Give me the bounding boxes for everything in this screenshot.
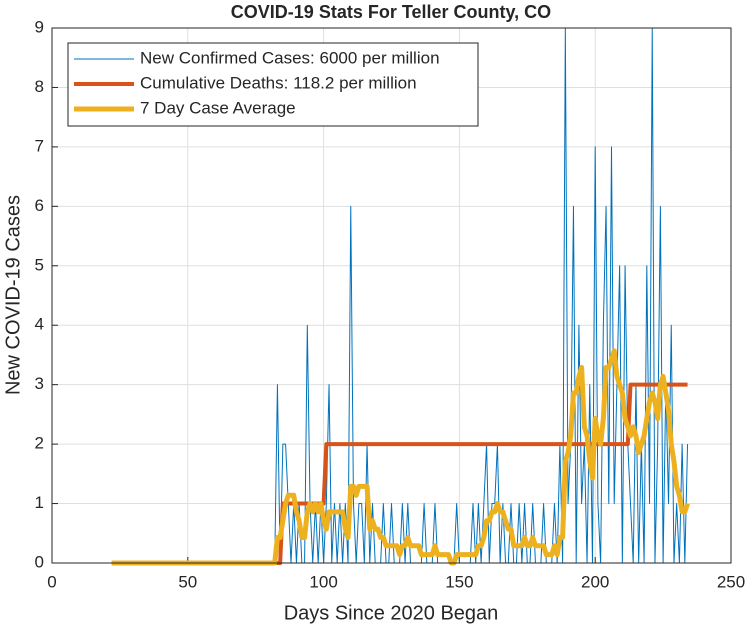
y-tick-label: 2 [35, 434, 44, 453]
x-tick-label: 200 [581, 572, 609, 591]
x-axis-label: Days Since 2020 Began [284, 602, 499, 624]
y-tick-label: 7 [35, 136, 44, 155]
y-tick-label: 5 [35, 255, 44, 274]
chart-title: COVID-19 Stats For Teller County, CO [231, 2, 551, 22]
legend-label: 7 Day Case Average [140, 98, 296, 117]
legend-label: New Confirmed Cases: 6000 per million [140, 48, 440, 67]
y-axis-label: New COVID-19 Cases [2, 195, 24, 395]
x-tick-label: 0 [47, 572, 56, 591]
y-tick-label: 8 [35, 77, 44, 96]
legend-label: Cumulative Deaths: 118.2 per million [140, 73, 417, 92]
y-tick-label: 1 [35, 493, 44, 512]
legend: New Confirmed Cases: 6000 per million Cum… [67, 42, 479, 127]
x-tick-label: 250 [717, 572, 745, 591]
y-tick-label: 4 [35, 315, 44, 334]
x-tick-label: 100 [309, 572, 337, 591]
y-tick-label: 3 [35, 374, 44, 393]
plot-frame [51, 27, 732, 564]
x-tick-label: 150 [445, 572, 473, 591]
legend-box [67, 42, 479, 127]
y-tick-label: 9 [35, 17, 44, 36]
y-tick-label: 6 [35, 196, 44, 215]
y-tick-label: 0 [35, 552, 44, 571]
x-tick-label: 50 [178, 572, 197, 591]
